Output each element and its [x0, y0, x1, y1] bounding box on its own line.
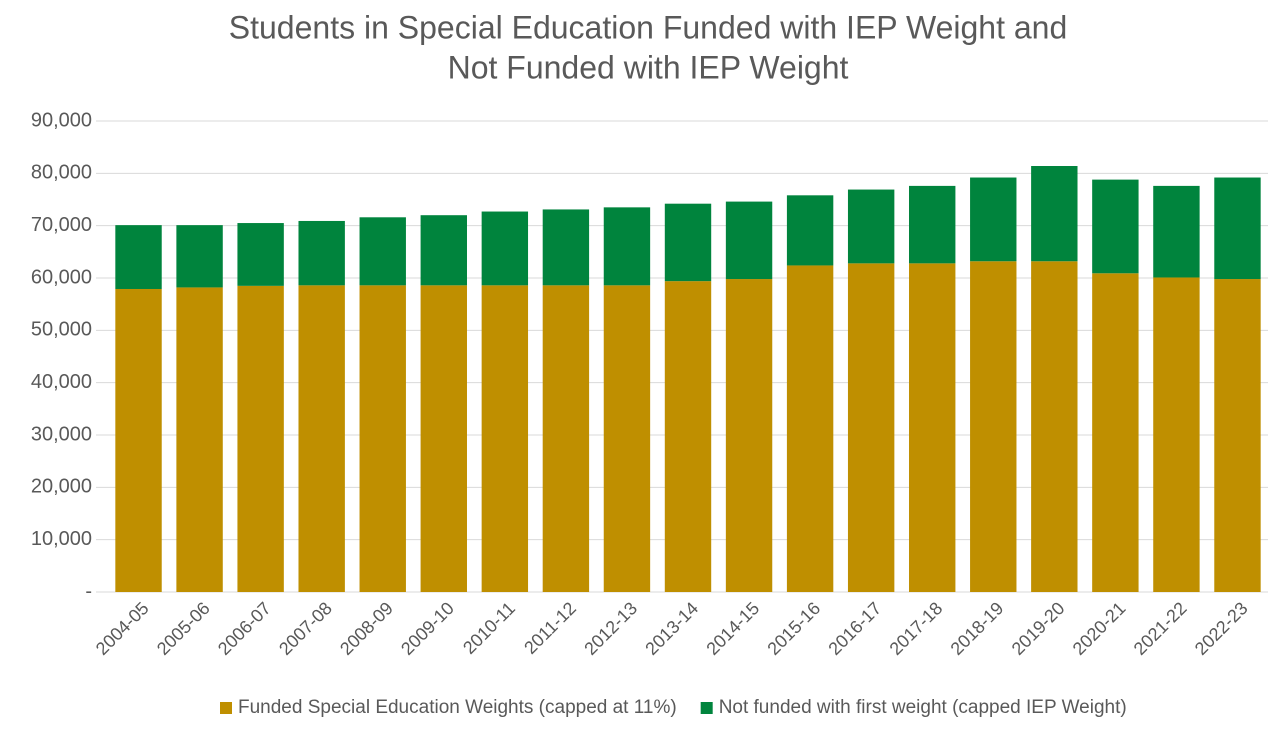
bar-segment — [481, 211, 529, 286]
x-tick-label: 2017-18 — [886, 598, 947, 659]
bar-segment — [909, 263, 956, 592]
y-tick-label: 60,000 — [31, 266, 92, 288]
bar-segment — [1092, 179, 1139, 274]
x-tick-label: 2006-07 — [214, 598, 275, 659]
x-tick-label: 2020-21 — [1069, 598, 1130, 659]
x-tick-label: 2010-11 — [459, 598, 519, 658]
bar-segment — [1214, 177, 1261, 280]
x-tick-label: 2021-22 — [1130, 598, 1191, 659]
x-tick-label: 2012-13 — [580, 598, 641, 659]
bar-segment — [725, 279, 773, 592]
legend-label: Funded Special Education Weights (capped… — [238, 697, 677, 718]
bar-segment — [664, 281, 712, 592]
chart-title: Not Funded with IEP Weight — [448, 49, 849, 85]
bar-segment — [970, 261, 1017, 592]
bar-segment — [298, 220, 345, 286]
bar-segment — [115, 288, 162, 592]
bar-segment — [1031, 261, 1078, 592]
legend-swatch — [700, 702, 713, 714]
bar-segment — [970, 177, 1017, 262]
bar-segment — [664, 203, 712, 282]
bar-segment — [1153, 277, 1200, 592]
bar-segment — [909, 185, 956, 264]
bar-segment — [847, 263, 895, 592]
x-tick-label: 2009-10 — [397, 598, 458, 659]
bar-segment — [176, 287, 223, 592]
bar-segment — [420, 285, 467, 592]
bar-segment — [481, 285, 529, 592]
bar-segment — [542, 209, 590, 286]
bar-segment — [115, 225, 162, 289]
y-tick-label: 90,000 — [31, 109, 92, 131]
bar-segment — [725, 201, 773, 280]
legend-label: Not funded with first weight (capped IEP… — [719, 697, 1127, 718]
y-tick-label: 50,000 — [31, 319, 92, 341]
x-tick-label: 2008-09 — [336, 598, 397, 659]
bar-segment — [603, 285, 651, 592]
y-tick-label: 70,000 — [31, 214, 92, 236]
bar-segment — [1092, 273, 1139, 592]
chart-title: Students in Special Education Funded wit… — [229, 9, 1067, 45]
bar-segment — [359, 285, 406, 592]
x-tick-label: 2022-23 — [1191, 598, 1252, 659]
bar-segment — [1031, 166, 1078, 262]
y-tick-label: 30,000 — [31, 423, 92, 445]
x-tick-label: 2019-20 — [1008, 598, 1069, 659]
bar-segment — [1153, 185, 1200, 278]
y-tick-label: - — [85, 580, 92, 602]
x-tick-label: 2011-12 — [520, 598, 580, 658]
bar-segment — [603, 207, 651, 286]
x-tick-label: 2018-19 — [947, 598, 1008, 659]
x-tick-label: 2014-15 — [702, 598, 763, 659]
x-tick-label: 2016-17 — [824, 598, 885, 659]
y-tick-label: 40,000 — [31, 371, 92, 393]
x-tick-label: 2005-06 — [153, 598, 214, 659]
y-tick-label: 10,000 — [31, 528, 92, 550]
bar-segment — [237, 285, 284, 592]
bar-segment — [420, 215, 467, 286]
bar-segment — [298, 285, 345, 592]
bar-segment — [359, 217, 406, 286]
x-tick-label: 2007-08 — [275, 598, 336, 659]
bar-segment — [786, 195, 834, 266]
bar-segment — [176, 225, 223, 288]
y-tick-label: 20,000 — [31, 476, 92, 498]
x-tick-label: 2004-05 — [92, 598, 153, 659]
x-tick-label: 2013-14 — [641, 598, 702, 659]
x-tick-label: 2015-16 — [763, 598, 824, 659]
bar-segment — [237, 223, 284, 286]
bar-segment — [786, 265, 834, 592]
bar-segment — [847, 189, 895, 264]
y-tick-label: 80,000 — [31, 162, 92, 184]
bar-segment — [1214, 279, 1261, 592]
legend-swatch — [220, 702, 232, 714]
bar-segment — [542, 285, 590, 592]
